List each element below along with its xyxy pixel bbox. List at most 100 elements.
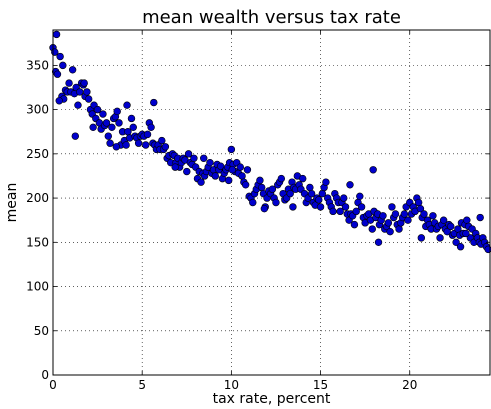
data-point <box>417 234 426 242</box>
data-point <box>374 238 383 247</box>
data-point <box>134 139 143 147</box>
data-point <box>123 101 131 109</box>
y-tick-label: 100 <box>26 280 49 294</box>
data-point <box>368 225 376 233</box>
data-point <box>329 207 337 216</box>
data-point <box>200 154 208 162</box>
data-point <box>129 123 137 132</box>
data-point <box>443 227 451 236</box>
y-tick-label: 50 <box>34 324 49 338</box>
data-point <box>299 174 307 183</box>
data-point <box>356 192 364 201</box>
data-point <box>238 172 246 180</box>
data-point <box>108 123 116 132</box>
data-point <box>439 216 448 224</box>
data-point <box>386 227 394 236</box>
data-point <box>341 203 350 211</box>
data-point <box>357 203 366 211</box>
data-point <box>102 119 111 127</box>
data-point <box>429 212 437 220</box>
data-point <box>416 204 425 213</box>
data-point <box>93 105 102 114</box>
data-point <box>260 204 269 213</box>
data-point <box>127 114 136 123</box>
data-point <box>436 234 444 242</box>
data-point <box>316 203 325 211</box>
data-point <box>307 189 316 198</box>
data-point <box>272 198 280 207</box>
y-tick-label: 300 <box>26 103 49 117</box>
data-point <box>89 123 97 132</box>
data-point <box>184 150 193 158</box>
data-point <box>122 141 130 149</box>
data-point <box>352 207 360 216</box>
data-point <box>249 198 257 207</box>
data-points <box>49 30 491 254</box>
data-point <box>388 203 396 211</box>
data-point <box>206 158 214 167</box>
data-point <box>65 79 73 87</box>
data-point <box>161 143 170 151</box>
x-tick-label: 20 <box>402 378 417 392</box>
data-point <box>315 196 323 204</box>
x-tick-label: 0 <box>49 378 57 392</box>
data-point <box>197 178 205 186</box>
data-point <box>228 166 236 174</box>
data-point <box>462 229 470 238</box>
data-point <box>142 141 150 149</box>
y-tick-label: 150 <box>26 235 49 249</box>
data-point <box>257 183 266 192</box>
data-point <box>414 198 423 207</box>
data-point <box>104 132 112 140</box>
data-point <box>183 167 191 176</box>
data-point <box>456 243 465 251</box>
data-point <box>68 66 77 74</box>
data-point <box>379 212 387 220</box>
data-point <box>115 119 123 127</box>
data-point <box>76 88 84 96</box>
data-point <box>463 216 471 224</box>
y-tick-label: 200 <box>26 191 49 205</box>
data-point <box>171 163 179 171</box>
data-point <box>143 130 152 139</box>
data-point <box>369 166 377 174</box>
data-point <box>211 172 220 180</box>
data-point <box>346 181 354 189</box>
data-point <box>158 136 166 145</box>
data-point <box>286 189 294 198</box>
data-point <box>83 88 91 96</box>
data-point <box>113 107 121 116</box>
data-point <box>340 194 348 202</box>
data-point <box>106 139 114 147</box>
data-point <box>289 203 297 211</box>
data-point <box>395 225 403 233</box>
data-point <box>476 213 484 222</box>
data-point <box>256 176 264 185</box>
y-tick-label: 0 <box>41 368 49 382</box>
data-point <box>150 98 158 107</box>
data-point <box>74 101 82 109</box>
data-point <box>384 219 393 227</box>
data-point <box>59 61 67 70</box>
data-point <box>55 97 63 105</box>
data-point <box>112 143 121 151</box>
data-point <box>420 210 428 218</box>
x-tick-label: 5 <box>138 378 146 392</box>
data-point <box>452 238 460 247</box>
data-point <box>236 163 244 171</box>
data-point <box>322 178 330 186</box>
data-point <box>243 166 252 174</box>
data-point <box>306 183 314 192</box>
data-point <box>404 216 412 224</box>
grid-lines <box>52 30 490 376</box>
data-point <box>224 176 233 185</box>
x-tick-label: 15 <box>313 378 328 392</box>
data-point <box>241 181 250 189</box>
data-point <box>400 210 409 218</box>
y-axis-title: mean <box>4 183 20 223</box>
chart-title: mean wealth versus tax rate <box>142 7 401 28</box>
data-point <box>277 174 286 183</box>
data-point <box>227 145 236 154</box>
